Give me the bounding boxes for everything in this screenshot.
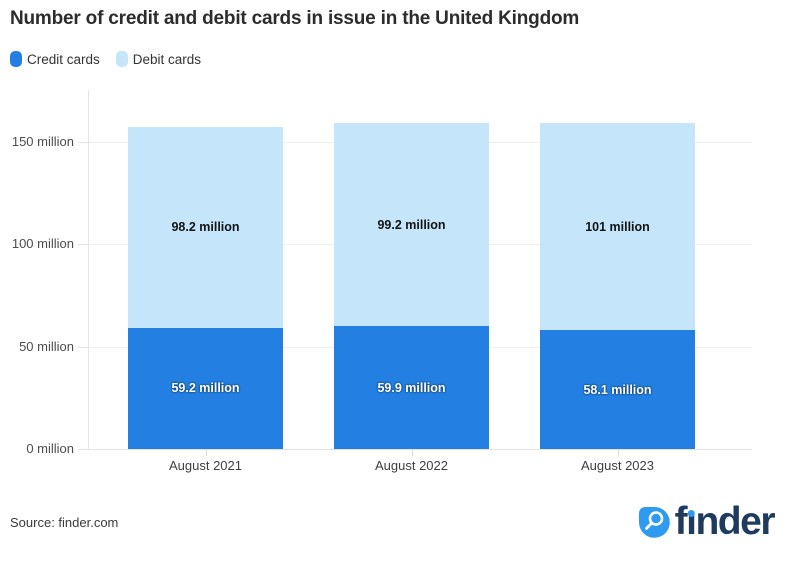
legend-item-debit-cards[interactable]: Debit cards xyxy=(115,51,202,67)
y-axis-tick xyxy=(78,449,88,450)
bar-segment-debit-cards-august-2022: 99.2 million xyxy=(334,123,489,327)
finder-logo-text: fı nder xyxy=(674,500,776,543)
legend-swatch xyxy=(10,51,22,67)
y-axis-label: 100 million xyxy=(11,236,74,252)
bar-value-label: 99.2 million xyxy=(377,217,446,232)
x-axis-tick xyxy=(411,449,413,456)
bar-segment-credit-cards-august-2022: 59.9 million xyxy=(334,326,489,449)
legend-label: Debit cards xyxy=(132,51,202,67)
bar-value-label: 101 million xyxy=(585,219,650,234)
y-axis-label: 150 million xyxy=(11,134,74,149)
legend-swatch xyxy=(115,51,128,67)
bar-segment-debit-cards-august-2023: 101 million xyxy=(540,123,695,331)
y-axis-line xyxy=(88,90,89,449)
y-axis-label: 0 million xyxy=(26,441,74,456)
chart-title: Number of credit and debit cards in issu… xyxy=(10,8,580,29)
bar-value-label: 59.9 million xyxy=(377,380,446,395)
x-axis-label-august-2023: August 2023 xyxy=(580,458,654,473)
gridline-0 xyxy=(88,449,752,450)
x-axis-label-august-2022: August 2022 xyxy=(374,458,448,473)
y-axis-label: 50 million xyxy=(19,338,74,354)
bar-value-label: 59.2 million xyxy=(171,381,240,396)
legend: Credit cards Debit cards xyxy=(10,51,201,67)
source-text: Source: finder.com xyxy=(10,515,119,530)
x-axis-tick xyxy=(617,449,619,456)
y-axis-tick xyxy=(78,142,88,143)
x-axis-tick xyxy=(205,449,207,456)
finder-logo[interactable]: fı nder xyxy=(637,500,776,543)
legend-label: Credit cards xyxy=(27,51,100,67)
x-axis-label-august-2021: August 2021 xyxy=(168,458,242,473)
y-axis-tick xyxy=(78,346,88,348)
bar-segment-credit-cards-august-2021: 59.2 million xyxy=(128,327,283,449)
bar-segment-debit-cards-august-2021: 98.2 million xyxy=(128,126,283,328)
y-axis-tick xyxy=(78,244,88,246)
legend-item-credit-cards[interactable]: Credit cards xyxy=(10,51,100,67)
bar-value-label: 98.2 million xyxy=(171,220,240,235)
bar-value-label: 58.1 million xyxy=(583,382,652,397)
magnifier-icon xyxy=(637,505,670,538)
bar-segment-credit-cards-august-2023: 58.1 million xyxy=(540,330,695,449)
